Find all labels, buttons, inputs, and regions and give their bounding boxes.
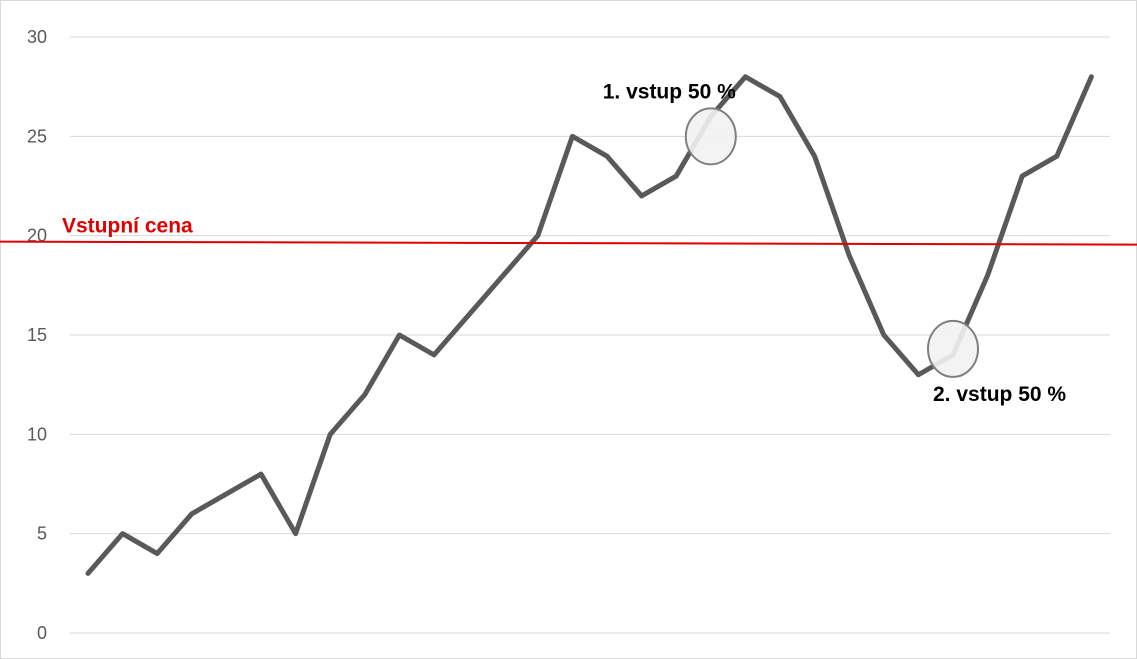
entry-marker-1	[684, 107, 737, 166]
entry-price-label: Vstupní cena	[62, 215, 193, 238]
y-tick-label-15: 15	[27, 325, 47, 345]
entry-annotation-label-2: 2. vstup 50 %	[933, 383, 1066, 406]
entry-marker-2	[927, 319, 979, 378]
y-tick-label-5: 5	[37, 524, 47, 544]
y-tick-label-10: 10	[27, 424, 47, 444]
reference-line-layer: Vstupní cena	[0, 215, 1137, 246]
y-tick-label-20: 20	[27, 226, 47, 246]
y-tick-label-25: 25	[27, 126, 47, 146]
annotations-layer: 1. vstup 50 % 2. vstup 50 %	[603, 80, 1067, 406]
y-tick-label-30: 30	[27, 27, 47, 47]
series-layer	[85, 74, 1094, 576]
entry-annotation-label-1: 1. vstup 50 %	[603, 80, 736, 103]
series-line-0	[85, 74, 1094, 576]
y-tick-label-0: 0	[37, 623, 47, 643]
entry-price-line	[0, 240, 1137, 246]
y-axis-tick-labels: 0 5 10 15 20 25 30	[27, 27, 47, 643]
